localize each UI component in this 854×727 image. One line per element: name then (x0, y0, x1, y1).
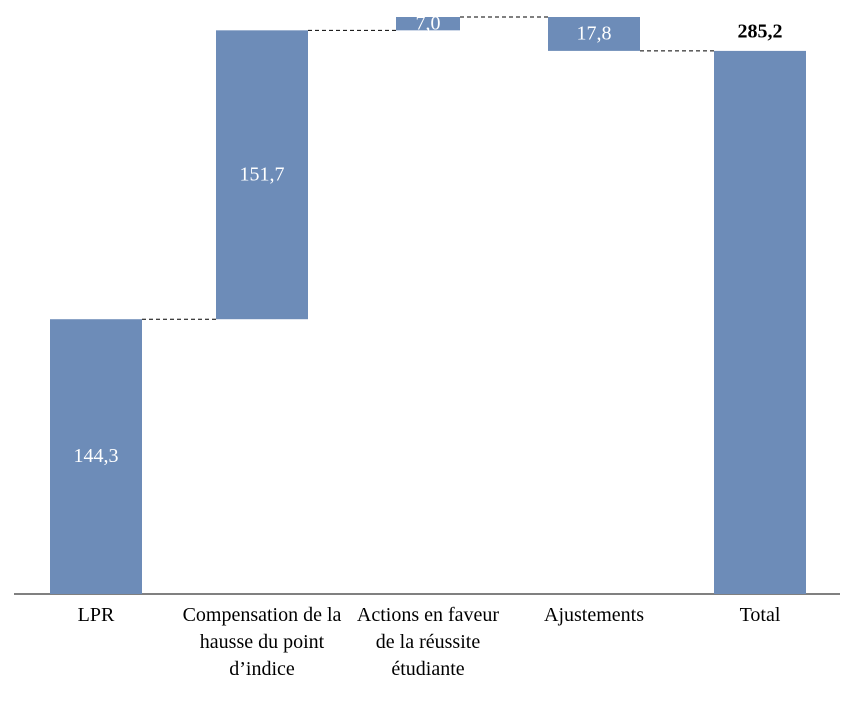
data-label: 151,7 (240, 163, 285, 185)
data-label: 285,2 (738, 20, 783, 42)
data-label: 144,3 (74, 445, 119, 467)
bar (548, 17, 640, 51)
data-label: 7,0 (416, 12, 441, 34)
x-tick-label: LPR (77, 604, 115, 626)
bar (714, 50, 806, 595)
bar (216, 30, 308, 320)
data-label: 17,8 (577, 23, 612, 45)
bar (396, 17, 460, 31)
bar (50, 319, 142, 594)
x-tick-label: Actions en faveur de la réussite étudian… (356, 604, 500, 680)
x-tick-label: Ajustements (544, 604, 644, 626)
x-tick-label: Total (739, 604, 781, 626)
x-tick-label: Compensation de la hausse du point d’ind… (182, 604, 342, 680)
